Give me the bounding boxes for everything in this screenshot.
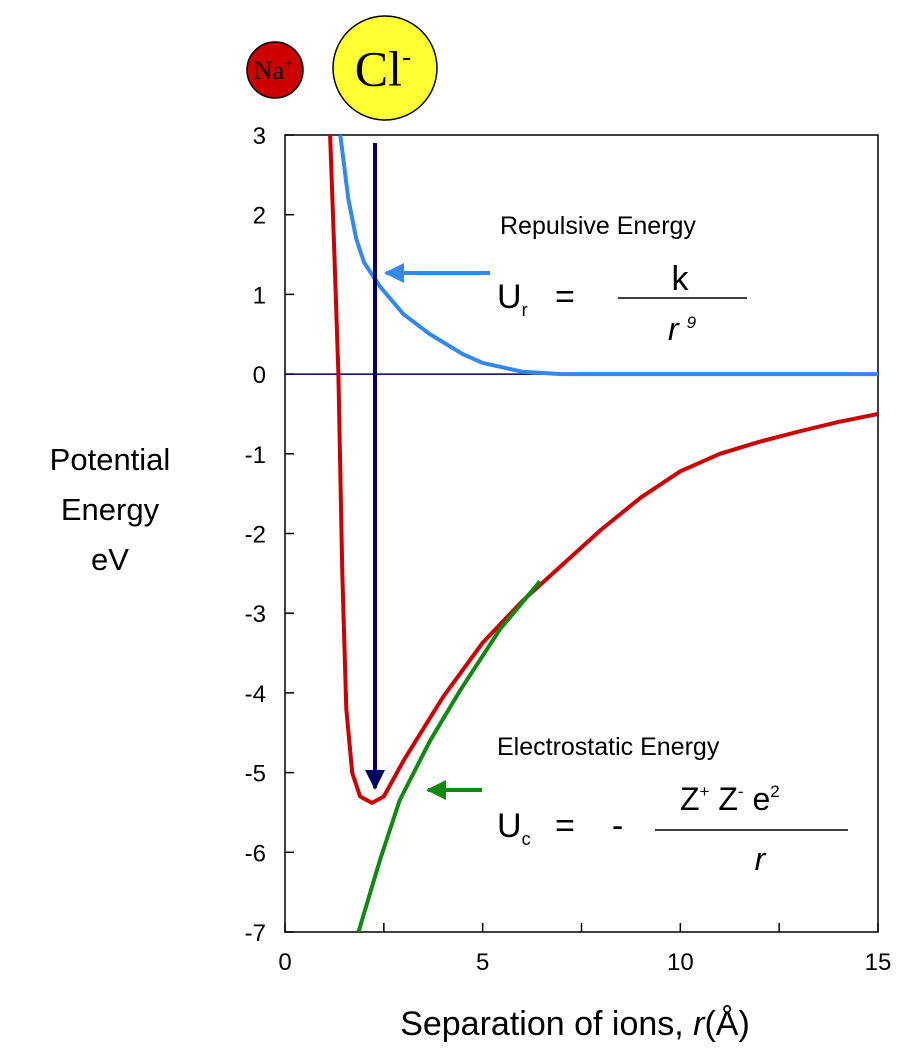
y-tick-label: 3 (253, 123, 266, 150)
formula-part: = (555, 278, 575, 316)
y-tick-label: -3 (245, 601, 266, 628)
formula-part: e (744, 781, 771, 817)
series-line (340, 135, 878, 374)
numerator: k (672, 260, 690, 298)
formula-part: - (612, 807, 623, 845)
y-tick-label: 2 (253, 203, 266, 230)
numerator: Z+ Z- e2 (680, 781, 780, 817)
ion-charge: - (402, 41, 411, 72)
y-axis-label: eV (91, 542, 129, 577)
formula: Uc =- (497, 807, 623, 849)
formula-part: r (522, 300, 528, 320)
y-tick-label: -6 (245, 840, 266, 867)
formula-part: c (522, 829, 531, 849)
formula-part: = (555, 807, 575, 845)
y-tick-label: -4 (245, 681, 266, 708)
formula-part: r (668, 311, 680, 347)
formula-part: + (700, 782, 710, 801)
formula-part: Z (680, 781, 700, 817)
formula-part: U (497, 807, 522, 845)
annotation-title: Electrostatic Energy (497, 733, 720, 761)
y-axis-label: Potential (50, 442, 171, 477)
chart: Na+Cl- -7-6-5-4-3-2-10123051015 Repulsiv… (0, 0, 911, 1057)
formula-part: U (497, 278, 522, 316)
ion-symbol: Na (254, 56, 285, 85)
y-tick-label: -5 (245, 761, 266, 788)
x-axis-label: Separation of ions, r(Å) (400, 1005, 750, 1043)
formula-part: 2 (770, 782, 779, 801)
denominator: r (755, 841, 767, 877)
ion-symbol: Cl (355, 41, 402, 97)
y-tick-label: -1 (245, 442, 266, 469)
formula-part: Z (709, 781, 737, 817)
label-part: Separation of ions, (400, 1005, 693, 1043)
y-tick-label: 0 (253, 362, 266, 389)
y-axis-label: Energy (61, 492, 160, 527)
x-tick-label: 5 (476, 949, 489, 976)
annotation-title: Repulsive Energy (500, 212, 696, 240)
x-tick-label: 10 (667, 949, 694, 976)
ions: Na+ Cl- (247, 16, 437, 120)
lines (330, 135, 878, 932)
y-tick-label: -2 (245, 522, 266, 549)
formula-part: 9 (687, 313, 697, 332)
y-tick-label: 1 (253, 282, 266, 309)
x-tick-label: 15 (865, 949, 892, 976)
x-tick-label: 0 (278, 949, 291, 976)
y-tick-label: -7 (245, 920, 266, 947)
label-part: (Å) (704, 1005, 749, 1043)
ion-charge: + (284, 57, 292, 73)
formula: Ur = (497, 278, 575, 320)
